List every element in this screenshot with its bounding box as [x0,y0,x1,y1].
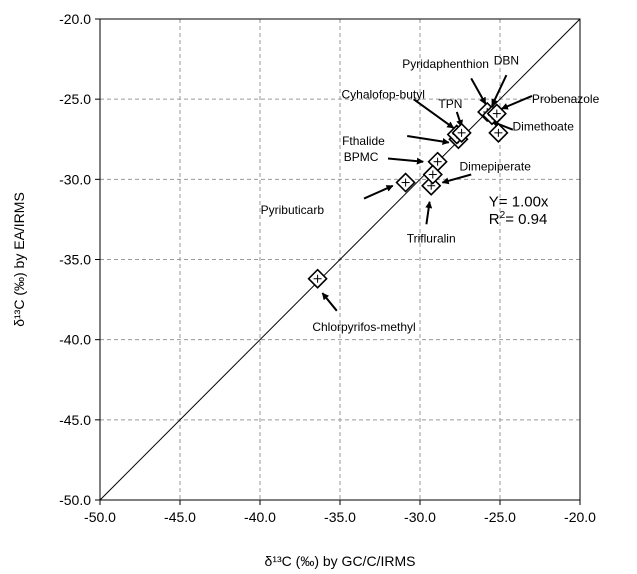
x-tick-label: -40.0 [244,509,276,525]
annotation-label: TPN [438,97,462,111]
reference-line [99,18,581,501]
y-tick-label: -45.0 [59,412,91,428]
data-point [488,122,509,143]
data-points [307,101,509,289]
y-tick-label: -40.0 [59,332,91,348]
y-tick-label: -35.0 [59,252,91,268]
y-axis-title: δ¹³C (‰) by EA/IRMS [11,192,27,327]
annotation-arrow [491,120,514,131]
annotation-arrow [407,135,450,145]
annotation-label: DBN [494,54,519,68]
annotation-label: Dimepiperate [460,160,532,174]
annotation-label: Probenazole [532,92,600,106]
data-point [486,103,507,124]
y-tick-label: -25.0 [59,91,91,107]
x-tick-label: -45.0 [164,509,196,525]
y-tick-label: -20.0 [59,11,91,27]
grid-lines [100,19,580,500]
annotation-arrow [491,74,508,107]
x-tick-label: -25.0 [484,509,516,525]
x-axis: -50.0 -45.0 -40.0 -35.0 -30.0 -25.0 -20.0 [84,500,596,525]
data-point [307,268,328,289]
y-tick-label: -30.0 [59,171,91,187]
annotation-arrow [425,201,433,225]
x-tick-label: -35.0 [324,509,356,525]
annotation-label: Chlorpyrifos-methyl [312,320,415,334]
annotation-arrow [363,184,394,200]
data-point [422,164,443,185]
data-point [395,172,416,193]
annotation-label: Cyhalofop-butyl [342,87,425,101]
y-tick-label: -50.0 [59,492,91,508]
r-squared-superscript: 2 [500,210,506,221]
annotation-label: Trifluralin [407,232,456,246]
y-axis: -20.0 -25.0 -30.0 -35.0 -40.0 -45.0 -50.0 [59,11,100,508]
x-axis-title: δ¹³C (‰) by GC/C/IRMS [265,553,416,569]
annotation-arrow [500,95,533,110]
annotation-arrow [413,98,455,129]
annotations: Chlorpyrifos-methyl Pyributicarb Triflural… [261,54,600,334]
annotation-arrow [470,77,487,105]
annotation-arrow [387,157,424,165]
annotation-label: Fthalide [342,134,385,148]
annotation-label: Dimethoate [513,119,575,133]
annotation-arrow [321,292,338,312]
annotation-label: BPMC [344,150,379,164]
annotation-arrow [441,173,472,185]
r-squared-value: = 0.94 [505,211,547,228]
annotation-label: Pyributicarb [261,203,325,217]
r-squared: R2= 0.94 [489,210,548,228]
data-point [451,122,472,143]
regression-equation: Y= 1.00x [489,194,549,211]
r-squared-prefix: R [489,211,500,228]
x-tick-label: -50.0 [84,509,116,525]
x-tick-label: -30.0 [404,509,436,525]
x-tick-label: -20.0 [564,509,596,525]
annotation-label: Pyridaphenthion [402,57,489,71]
